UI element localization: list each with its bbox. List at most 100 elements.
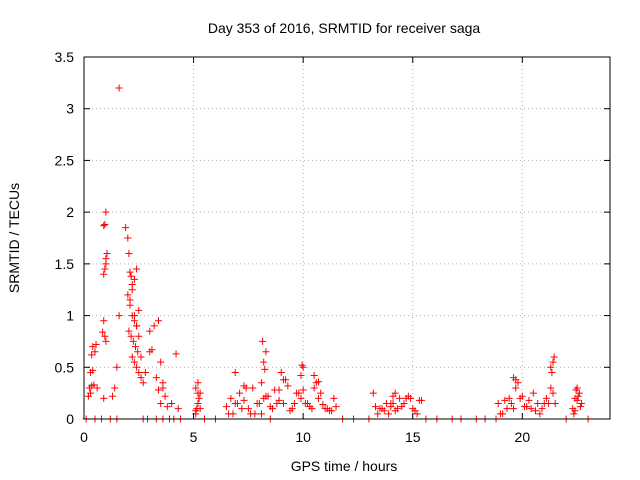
data-point — [371, 403, 379, 411]
data-point — [134, 348, 142, 356]
data-point — [172, 350, 180, 358]
data-point — [574, 392, 582, 400]
data-point — [575, 389, 583, 397]
data-point — [91, 348, 99, 356]
data-point — [396, 394, 404, 402]
data-point — [275, 386, 283, 394]
data-point — [332, 403, 340, 411]
data-point — [238, 405, 246, 413]
data-point — [128, 353, 136, 361]
data-point — [376, 405, 384, 413]
data-point — [233, 399, 241, 407]
data-point — [279, 399, 287, 407]
data-point — [244, 405, 252, 413]
x-tick-label: 0 — [80, 429, 88, 445]
data-point — [295, 389, 303, 397]
y-axis-label: SRMTID / TECUs — [6, 183, 22, 293]
data-point — [100, 394, 108, 402]
data-point — [549, 358, 557, 366]
y-tick-label: 3 — [66, 101, 74, 117]
data-point — [141, 368, 149, 376]
y-tick-label: 0.5 — [55, 359, 75, 375]
data-point — [310, 372, 318, 380]
data-point — [547, 384, 555, 392]
data-point — [103, 250, 111, 258]
data-point — [101, 265, 109, 273]
data-point — [277, 368, 285, 376]
data-point — [192, 407, 200, 415]
data-point — [297, 372, 305, 380]
data-point — [192, 384, 200, 392]
data-point — [505, 394, 513, 402]
data-point — [385, 410, 393, 418]
y-tick-label: 1 — [66, 308, 74, 324]
data-point — [150, 322, 158, 330]
data-point — [236, 389, 244, 397]
data-point — [100, 270, 108, 278]
data-point — [304, 399, 312, 407]
data-point — [374, 410, 382, 418]
data-point — [102, 337, 110, 345]
data-point — [157, 358, 165, 366]
data-point — [525, 396, 533, 404]
data-point — [240, 382, 248, 390]
data-point — [137, 374, 145, 382]
data-point — [229, 410, 237, 418]
x-axis-label: GPS time / hours — [291, 458, 398, 474]
data-point — [286, 407, 294, 415]
data-point — [536, 410, 544, 418]
data-point — [128, 286, 136, 294]
data-point — [501, 396, 509, 404]
data-point — [92, 341, 100, 349]
data-point — [389, 392, 397, 400]
data-point — [194, 389, 202, 397]
data-point — [534, 399, 542, 407]
data-point — [542, 394, 550, 402]
data-point — [503, 405, 511, 413]
data-point — [573, 396, 581, 404]
data-point — [398, 403, 406, 411]
data-point — [319, 401, 327, 409]
data-point — [273, 399, 281, 407]
data-point — [127, 332, 135, 340]
data-point — [255, 399, 263, 407]
data-point — [132, 343, 140, 351]
data-point — [411, 407, 419, 415]
data-point — [102, 208, 110, 216]
data-point — [115, 312, 123, 320]
data-point — [262, 348, 270, 356]
data-point — [195, 394, 203, 402]
data-point — [523, 403, 531, 411]
data-point — [194, 399, 202, 407]
data-point — [264, 392, 272, 400]
data-point — [249, 384, 257, 392]
data-point — [369, 389, 377, 397]
data-point — [129, 337, 137, 345]
data-point — [494, 399, 502, 407]
data-point — [380, 407, 388, 415]
data-point — [260, 358, 268, 366]
y-tick-label: 1.5 — [55, 256, 75, 272]
data-point — [163, 403, 171, 411]
data-point — [547, 363, 555, 371]
data-point — [310, 384, 318, 392]
data-point — [527, 405, 535, 413]
data-point — [578, 399, 586, 407]
data-point — [133, 322, 141, 330]
data-point — [550, 353, 558, 361]
data-point — [139, 379, 147, 387]
data-point — [259, 337, 267, 345]
data-point — [124, 291, 132, 299]
data-point — [549, 389, 557, 397]
y-tick-label: 2.5 — [55, 152, 75, 168]
data-point — [512, 384, 520, 392]
data-point — [330, 394, 338, 402]
data-point — [317, 389, 325, 397]
data-point — [531, 407, 539, 415]
data-point — [222, 403, 230, 411]
data-point — [196, 405, 204, 413]
data-point — [315, 394, 323, 402]
data-point — [571, 407, 579, 415]
data-point — [159, 384, 167, 392]
